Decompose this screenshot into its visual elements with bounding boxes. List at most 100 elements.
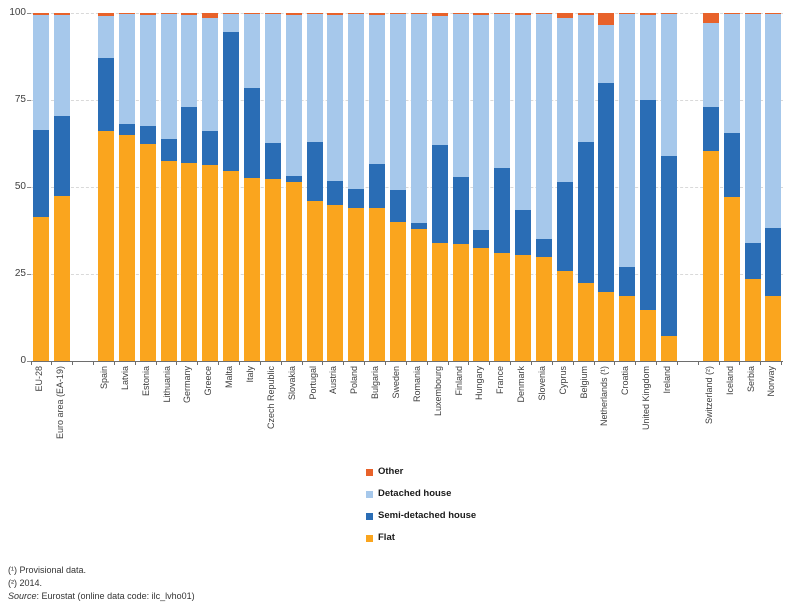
bar-norway bbox=[765, 13, 782, 361]
segment-other bbox=[702, 13, 719, 24]
x-tick bbox=[51, 362, 53, 365]
segment-semi-detached-house bbox=[33, 130, 49, 217]
y-tick-mark-100 bbox=[27, 13, 31, 14]
y-tick-mark-25 bbox=[27, 274, 31, 275]
segment-other bbox=[494, 13, 511, 14]
segment-detached-house bbox=[765, 14, 782, 229]
x-tick bbox=[739, 362, 741, 365]
segment-detached-house bbox=[577, 15, 594, 142]
gridline-25 bbox=[31, 274, 783, 275]
legend-item-semi-detached-house: Semi-detached house bbox=[366, 505, 476, 527]
x-label-text: Sweden bbox=[390, 366, 401, 399]
segment-semi-detached-house bbox=[139, 126, 156, 144]
legend-swatch-icon bbox=[366, 468, 373, 476]
x-tick bbox=[218, 362, 220, 365]
segment-detached-house bbox=[264, 13, 281, 144]
bar-sweden bbox=[389, 13, 406, 361]
segment-semi-detached-house bbox=[389, 189, 406, 222]
y-tick-mark-50 bbox=[27, 187, 31, 188]
x-tick bbox=[572, 362, 574, 365]
x-label-text: Slovenia bbox=[536, 366, 547, 401]
x-label-text: France bbox=[495, 366, 506, 395]
segment-other bbox=[723, 13, 740, 15]
segment-other bbox=[661, 13, 677, 14]
segment-semi-detached-house bbox=[473, 229, 490, 248]
bar-cyprus bbox=[556, 13, 573, 361]
segment-detached-house bbox=[556, 18, 573, 182]
segment-flat bbox=[556, 270, 573, 361]
segment-other bbox=[244, 13, 260, 15]
x-label-lithuania: Lithuania bbox=[162, 366, 176, 403]
x-label-text: Latvia bbox=[119, 366, 130, 391]
bar-hungary bbox=[473, 13, 490, 361]
bar-austria bbox=[327, 13, 344, 361]
segment-other bbox=[369, 13, 386, 16]
x-label-ireland: Ireland bbox=[662, 366, 676, 394]
x-tick bbox=[405, 362, 407, 365]
segment-detached-house bbox=[494, 13, 511, 168]
bar-italy bbox=[244, 13, 260, 361]
legend-item-other: Other bbox=[366, 461, 476, 483]
segment-detached-house bbox=[285, 14, 302, 176]
segment-flat bbox=[98, 131, 114, 361]
x-tick bbox=[593, 362, 595, 365]
bar-euro-area-ea-19 bbox=[53, 13, 70, 361]
segment-flat bbox=[661, 335, 677, 361]
bar-estonia bbox=[139, 13, 156, 361]
x-label-cyprus: Cyprus bbox=[558, 366, 572, 395]
bar-finland bbox=[452, 13, 469, 361]
bar-germany bbox=[181, 13, 198, 361]
y-tick-mark-0 bbox=[27, 361, 31, 362]
segment-flat bbox=[723, 197, 740, 361]
x-label-text: Denmark bbox=[516, 366, 526, 403]
x-tick bbox=[614, 362, 616, 365]
x-label-eu-28: EU-28 bbox=[34, 366, 48, 392]
segment-other bbox=[348, 13, 365, 15]
segment-other bbox=[556, 13, 573, 19]
x-label-text: Portugal bbox=[307, 366, 318, 400]
segment-other bbox=[452, 13, 469, 15]
segment-semi-detached-house bbox=[431, 144, 448, 243]
segment-detached-house bbox=[619, 13, 636, 268]
legend-label: Flat bbox=[378, 532, 395, 543]
segment-flat bbox=[285, 182, 302, 361]
segment-flat bbox=[619, 295, 636, 361]
segment-flat bbox=[640, 309, 657, 361]
x-label-italy: Italy bbox=[245, 366, 259, 383]
x-label-text: Italy bbox=[245, 366, 255, 383]
x-label-text: Malta bbox=[224, 366, 235, 389]
x-label-text: Slovakia bbox=[286, 366, 297, 401]
legend-label: Other bbox=[378, 466, 404, 477]
segment-other bbox=[577, 13, 594, 16]
x-tick bbox=[781, 362, 783, 365]
segment-other bbox=[160, 13, 177, 15]
segment-detached-house bbox=[389, 14, 406, 190]
legend: Other Detached house Semi-detached house Fl… bbox=[366, 461, 476, 549]
segment-semi-detached-house bbox=[264, 143, 281, 179]
legend-label: Detached house bbox=[378, 488, 452, 499]
bar-greece bbox=[202, 13, 219, 361]
x-tick bbox=[364, 362, 366, 365]
segment-other bbox=[535, 13, 552, 15]
legend-swatch-icon bbox=[366, 490, 373, 498]
x-tick bbox=[656, 362, 657, 365]
segment-flat bbox=[306, 200, 323, 361]
x-label-czech-republic: Czech Republic bbox=[266, 366, 280, 429]
segment-flat bbox=[160, 160, 177, 361]
legend-label: Semi-detached house bbox=[378, 510, 477, 521]
x-label-hungary: Hungary bbox=[474, 366, 488, 400]
x-label-norway: Norway bbox=[766, 366, 780, 397]
x-label-text: Austria bbox=[328, 366, 339, 395]
segment-other bbox=[765, 13, 782, 15]
segment-detached-house bbox=[723, 14, 740, 134]
segment-detached-house bbox=[202, 18, 219, 131]
segment-detached-house bbox=[244, 14, 260, 88]
x-label-estonia: Estonia bbox=[141, 366, 155, 396]
segment-semi-detached-house bbox=[327, 181, 344, 206]
segment-flat bbox=[181, 162, 198, 361]
segment-detached-house bbox=[33, 15, 49, 131]
segment-other bbox=[410, 13, 427, 14]
x-label-text: Hungary bbox=[474, 366, 485, 401]
x-label-text: Cyprus bbox=[557, 366, 568, 395]
segment-flat bbox=[598, 292, 615, 361]
